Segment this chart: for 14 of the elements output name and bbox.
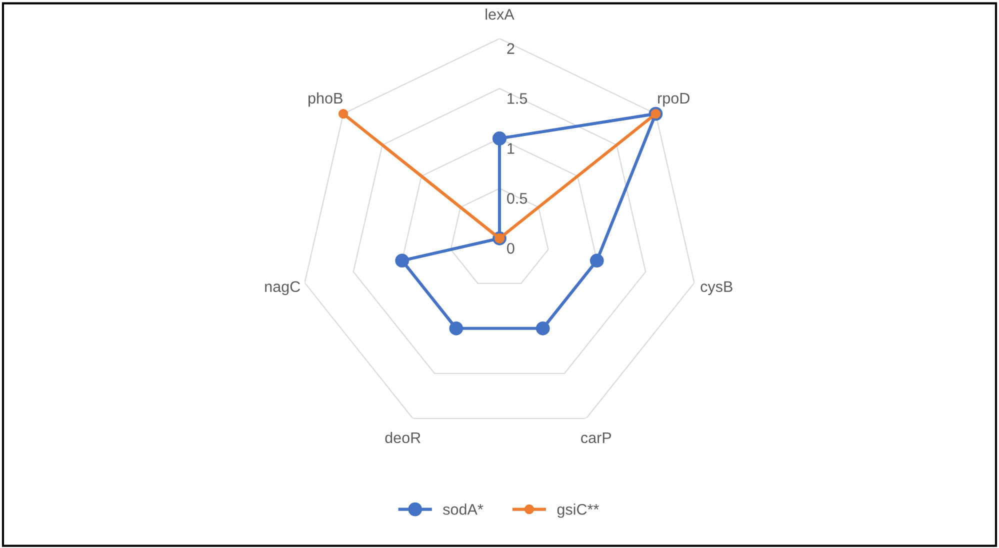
y-tick-label: 1.5 <box>508 93 528 104</box>
spoke-label: carP <box>581 432 612 444</box>
y-tick-label: 0.5 <box>507 193 528 204</box>
y-tick-label: 1 <box>508 143 514 154</box>
legend-label: sodA* <box>443 504 484 515</box>
spoke-label: nagC <box>265 281 300 296</box>
legend-label: gsiC** <box>557 504 599 518</box>
y-tick-label: 0 <box>507 242 514 254</box>
spoke-label: rpoD <box>658 92 690 107</box>
spoke-label: deoR <box>385 432 420 444</box>
spoke-label: phoB <box>308 92 342 107</box>
spoke-label: lexA <box>486 8 514 20</box>
y-tick-label: 2 <box>507 43 514 54</box>
spoke-label: cysB <box>700 281 732 296</box>
